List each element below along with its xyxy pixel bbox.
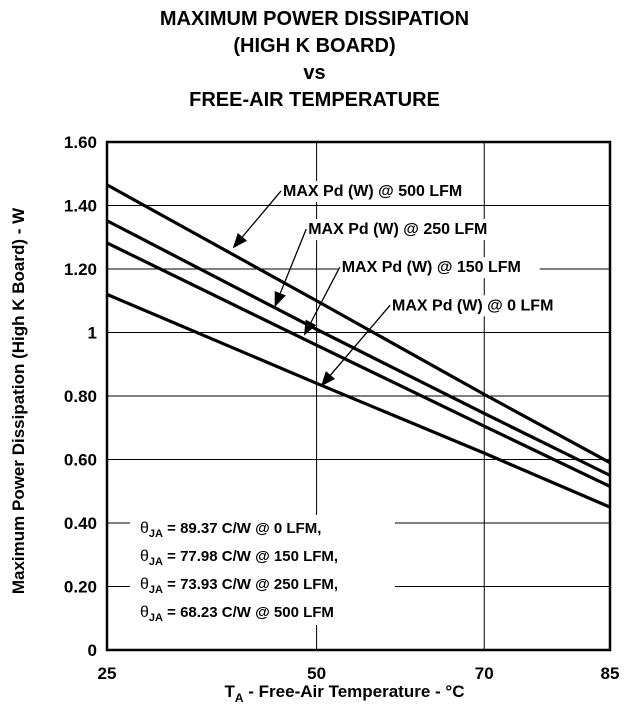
- x-tick-label: 50: [307, 664, 326, 683]
- annotation-label-1: MAX Pd (W) @ 250 LFM: [308, 221, 487, 238]
- y-tick-label: 1.20: [64, 260, 97, 279]
- theta-symbol: θ: [140, 548, 149, 565]
- chart-title-line-4: FREE-AIR TEMPERATURE: [189, 89, 440, 111]
- annotation-arrow-head-1: [274, 290, 286, 308]
- annotation-label-2: MAX Pd (W) @ 150 LFM: [342, 259, 521, 276]
- theta-symbol: θ: [140, 520, 149, 537]
- theta-subscript: JA: [149, 556, 163, 568]
- annotation-label-0: MAX Pd (W) @ 500 LFM: [283, 183, 462, 200]
- annotation-arrow-line-3: [330, 304, 391, 376]
- x-axis-label-sub: A: [235, 691, 244, 705]
- y-tick-label: 0.80: [64, 387, 97, 406]
- series-line-2: [106, 241, 611, 488]
- annotation-arrow-head-0: [232, 233, 247, 249]
- y-tick-label: 0.20: [64, 578, 97, 597]
- annotation-label-3: MAX Pd (W) @ 0 LFM: [392, 297, 553, 314]
- annotation-arrow-head-2: [304, 319, 317, 336]
- theta-note-1: θJA = 77.98 C/W @ 150 LFM,: [140, 548, 338, 568]
- y-tick-label: 0: [88, 641, 97, 660]
- annotations: MAX Pd (W) @ 500 LFM MAX Pd (W) @ 250 LFM…: [232, 183, 553, 387]
- x-tick-label: 85: [601, 664, 620, 683]
- y-tick-label: 1: [88, 324, 97, 343]
- y-tick-label: 1.40: [64, 197, 97, 216]
- theta-note-3: θJA = 68.23 C/W @ 500 LFM: [140, 604, 334, 624]
- annotation-arrow-line-0: [241, 190, 282, 238]
- x-axis-label-main: T: [225, 682, 236, 701]
- y-axis-label: Maximum Power Dissipation (High K Board)…: [9, 207, 28, 594]
- annotation-arrow-line-1: [279, 228, 307, 294]
- x-tick-label: 25: [98, 664, 117, 683]
- theta-note-text: = 89.37 C/W @ 0 LFM,: [163, 520, 321, 537]
- series-lines: [106, 183, 611, 509]
- theta-note-text: = 68.23 C/W @ 500 LFM: [163, 604, 334, 621]
- theta-note-text: = 73.93 C/W @ 250 LFM,: [163, 576, 338, 593]
- theta-subscript: JA: [149, 528, 163, 540]
- series-line-1: [106, 219, 611, 477]
- y-tick-label: 0.60: [64, 451, 97, 470]
- tick-labels: 0 0.20 0.40 0.60 0.80 1 1.20 1.40 1.60 25 50 70 85: [64, 133, 620, 683]
- theta-note-2: θJA = 73.93 C/W @ 250 LFM,: [140, 576, 338, 596]
- series-line-3: [106, 292, 611, 509]
- theta-subscript: JA: [149, 612, 163, 624]
- theta-symbol: θ: [140, 576, 149, 593]
- series-line-0: [106, 183, 611, 465]
- chart-title-line-2: (HIGH K BOARD): [233, 35, 396, 57]
- x-tick-label: 70: [475, 664, 494, 683]
- theta-subscript: JA: [149, 584, 163, 596]
- theta-note-0: θJA = 89.37 C/W @ 0 LFM,: [140, 520, 321, 540]
- theta-notes: θJA = 89.37 C/W @ 0 LFM,θJA = 77.98 C/W …: [140, 520, 338, 624]
- y-tick-label: 0.40: [64, 514, 97, 533]
- chart-title-line-3: vs: [303, 62, 326, 84]
- x-axis-label-rest: - Free-Air Temperature - °C: [244, 682, 465, 701]
- chart-title-line-1: MAXIMUM POWER DISSIPATION: [159, 8, 470, 30]
- theta-symbol: θ: [140, 604, 149, 621]
- x-axis-label: TA - Free-Air Temperature - °C: [225, 682, 465, 705]
- plot-frame: [105, 140, 612, 652]
- annotation-arrow-line-2: [310, 266, 341, 323]
- annotation-arrow-head-3: [320, 371, 336, 387]
- y-tick-label: 1.60: [64, 133, 97, 152]
- theta-note-text: = 77.98 C/W @ 150 LFM,: [163, 548, 338, 565]
- grid: [107, 142, 610, 650]
